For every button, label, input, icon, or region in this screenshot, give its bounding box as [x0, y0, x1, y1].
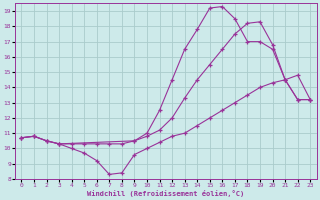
X-axis label: Windchill (Refroidissement éolien,°C): Windchill (Refroidissement éolien,°C) [87, 190, 244, 197]
